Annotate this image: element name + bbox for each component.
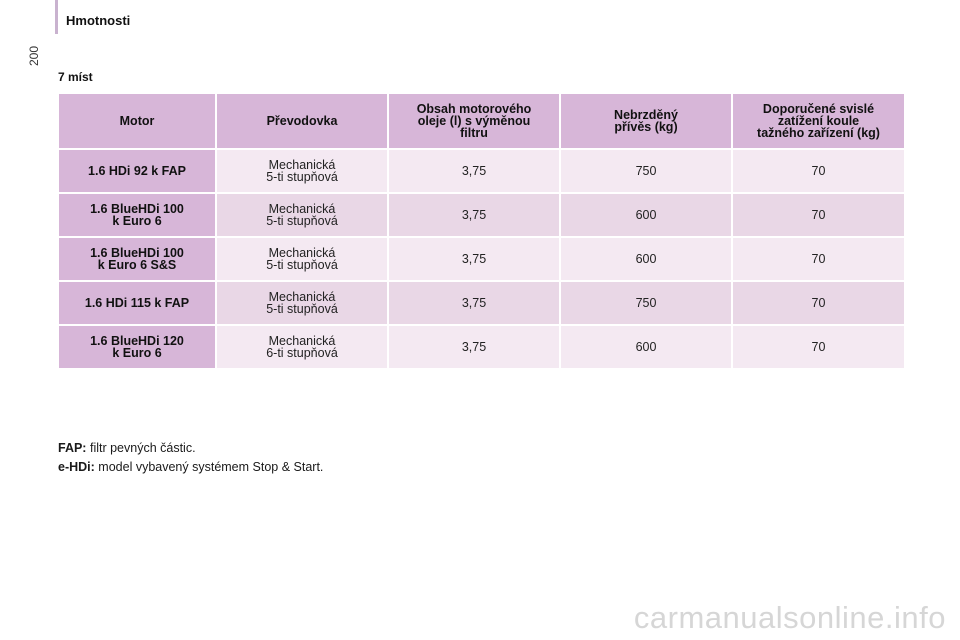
header-gearbox: Převodovka bbox=[215, 92, 389, 150]
header-towball-load: Doporučené svislé zatížení koule tažného… bbox=[731, 92, 906, 150]
cell-trailer: 600 bbox=[559, 192, 733, 238]
page-number: 200 bbox=[27, 45, 41, 66]
weights-table: Motor Převodovka Obsah motorového oleje … bbox=[57, 92, 906, 370]
cell-motor: 1.6 BlueHDi 100 k Euro 6 bbox=[57, 192, 217, 238]
cell-gearbox: Mechanická 6-ti stupňová bbox=[215, 324, 389, 370]
cell-gearbox: Mechanická 5-ti stupňová bbox=[215, 148, 389, 194]
footnote-ehdi: e-HDi: model vybavený systémem Stop & St… bbox=[58, 460, 323, 474]
cell-load: 70 bbox=[731, 236, 906, 282]
cell-load: 70 bbox=[731, 324, 906, 370]
table-row: 1.6 BlueHDi 120 k Euro 6 Mechanická 6-ti s… bbox=[57, 324, 906, 370]
cell-trailer: 750 bbox=[559, 148, 733, 194]
section-title: 7 míst bbox=[58, 70, 93, 84]
cell-trailer: 600 bbox=[559, 324, 733, 370]
watermark: carmanualsonline.info bbox=[633, 600, 946, 635]
header-motor: Motor bbox=[57, 92, 217, 150]
footnote-fap: FAP: filtr pevných částic. bbox=[58, 441, 323, 455]
table-row: 1.6 HDi 92 k FAP Mechanická 5-ti stupňová… bbox=[57, 148, 906, 194]
cell-gearbox: Mechanická 5-ti stupňová bbox=[215, 280, 389, 326]
cell-motor: 1.6 HDi 115 k FAP bbox=[57, 280, 217, 326]
table-row: 1.6 HDi 115 k FAP Mechanická 5-ti stupňov… bbox=[57, 280, 906, 326]
table-row: 1.6 BlueHDi 100 k Euro 6 S&S Mechanická 5-… bbox=[57, 236, 906, 282]
cell-oil: 3,75 bbox=[387, 148, 561, 194]
cell-load: 70 bbox=[731, 192, 906, 238]
footnotes: FAP: filtr pevných částic. e-HDi: model … bbox=[58, 441, 323, 479]
cell-oil: 3,75 bbox=[387, 324, 561, 370]
cell-gearbox: Mechanická 5-ti stupňová bbox=[215, 236, 389, 282]
footnote-term: FAP: bbox=[58, 441, 87, 455]
cell-load: 70 bbox=[731, 280, 906, 326]
footnote-text: model vybavený systémem Stop & Start. bbox=[98, 460, 324, 474]
cell-load: 70 bbox=[731, 148, 906, 194]
cell-motor: 1.6 BlueHDi 100 k Euro 6 S&S bbox=[57, 236, 217, 282]
cell-oil: 3,75 bbox=[387, 236, 561, 282]
table-header-row: Motor Převodovka Obsah motorového oleje … bbox=[57, 92, 906, 150]
cell-motor: 1.6 HDi 92 k FAP bbox=[57, 148, 217, 194]
cell-motor: 1.6 BlueHDi 120 k Euro 6 bbox=[57, 324, 217, 370]
header-rule bbox=[55, 0, 58, 34]
page-header-title: Hmotnosti bbox=[66, 13, 131, 28]
cell-trailer: 750 bbox=[559, 280, 733, 326]
cell-oil: 3,75 bbox=[387, 280, 561, 326]
header-unbraked-trailer: Nebrzděný přívěs (kg) bbox=[559, 92, 733, 150]
cell-oil: 3,75 bbox=[387, 192, 561, 238]
footnote-text: filtr pevných částic. bbox=[89, 441, 196, 455]
cell-trailer: 600 bbox=[559, 236, 733, 282]
header-oil-capacity: Obsah motorového oleje (l) s výměnou fil… bbox=[387, 92, 561, 150]
footnote-term: e-HDi: bbox=[58, 460, 95, 474]
cell-gearbox: Mechanická 5-ti stupňová bbox=[215, 192, 389, 238]
table-row: 1.6 BlueHDi 100 k Euro 6 Mechanická 5-ti s… bbox=[57, 192, 906, 238]
